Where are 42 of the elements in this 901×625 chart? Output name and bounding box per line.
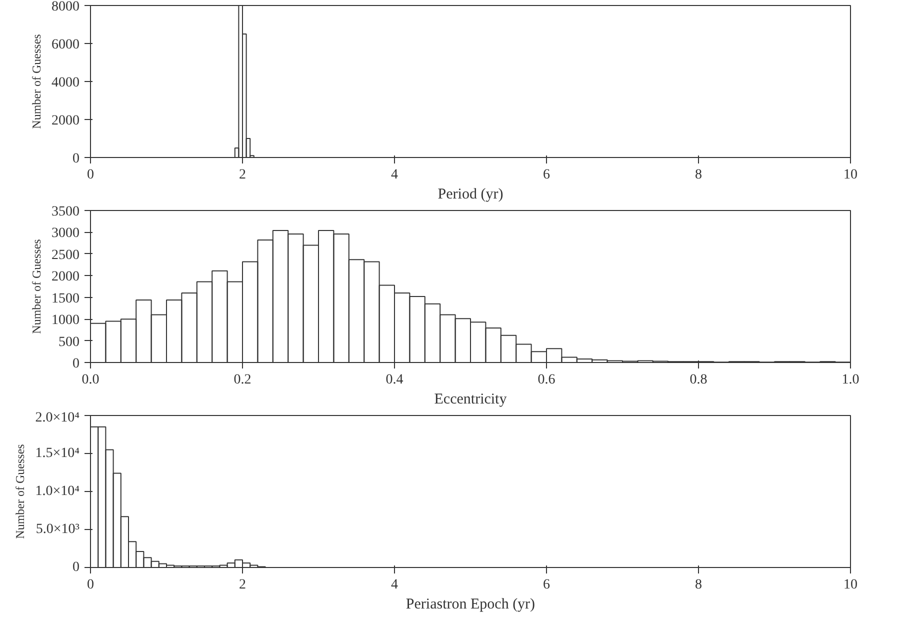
y-tick-label: 0: [72, 560, 80, 575]
x-tick-label: 2: [239, 578, 246, 592]
x-axis-title: Eccentricity: [434, 392, 508, 408]
x-tick-label: 2: [239, 168, 246, 182]
x-tick-label: 0.2: [234, 372, 252, 388]
y-tick-label: 5.0×10³: [36, 522, 80, 537]
x-tick-label: 4: [391, 168, 398, 182]
x-tick-label: 8: [695, 578, 702, 592]
y-tick-label: 3500: [52, 204, 80, 220]
x-tick-label: 10: [844, 168, 858, 182]
y-tick-label: 1.5×10⁴: [35, 446, 80, 461]
x-axis-title: Periastron Epoch (yr): [406, 596, 536, 612]
x-axis-title: Period (yr): [438, 186, 504, 202]
x-tick-label: 0.0: [82, 372, 100, 388]
y-axis-title: Number of Guesses: [30, 238, 44, 334]
x-tick-label: 0: [87, 168, 94, 182]
x-tick-label: 0.4: [386, 372, 404, 388]
y-tick-label: 8000: [52, 0, 80, 14]
x-tick-label: 8: [695, 168, 702, 182]
y-axis-title: Number of Guesses: [30, 34, 44, 129]
x-tick-label: 0: [87, 578, 94, 592]
y-tick-label: 1500: [52, 291, 80, 306]
y-tick-label: 2.0×10⁴: [35, 410, 80, 426]
x-tick-label: 0.8: [690, 372, 708, 388]
y-tick-label: 0: [72, 356, 80, 372]
y-tick-label: 1000: [52, 313, 80, 328]
x-tick-label: 0.6: [538, 372, 556, 388]
y-tick-label: 0: [72, 152, 80, 166]
y-tick-label: 500: [58, 334, 80, 350]
x-tick-label: 1.0: [842, 372, 860, 388]
x-tick-label: 10: [844, 578, 858, 592]
y-tick-label: 4000: [52, 76, 80, 90]
x-tick-label: 4: [391, 578, 398, 592]
y-tick-label: 2000: [52, 114, 80, 128]
y-tick-label: 1.0×10⁴: [35, 484, 80, 499]
y-tick-label: 3000: [52, 226, 80, 242]
y-axis-title: Number of Guesses: [13, 444, 28, 539]
y-tick-label: 6000: [52, 38, 80, 52]
y-tick-label: 2500: [52, 248, 80, 263]
y-tick-label: 2000: [52, 270, 80, 285]
x-tick-label: 6: [543, 578, 550, 592]
x-tick-label: 6: [543, 168, 550, 182]
